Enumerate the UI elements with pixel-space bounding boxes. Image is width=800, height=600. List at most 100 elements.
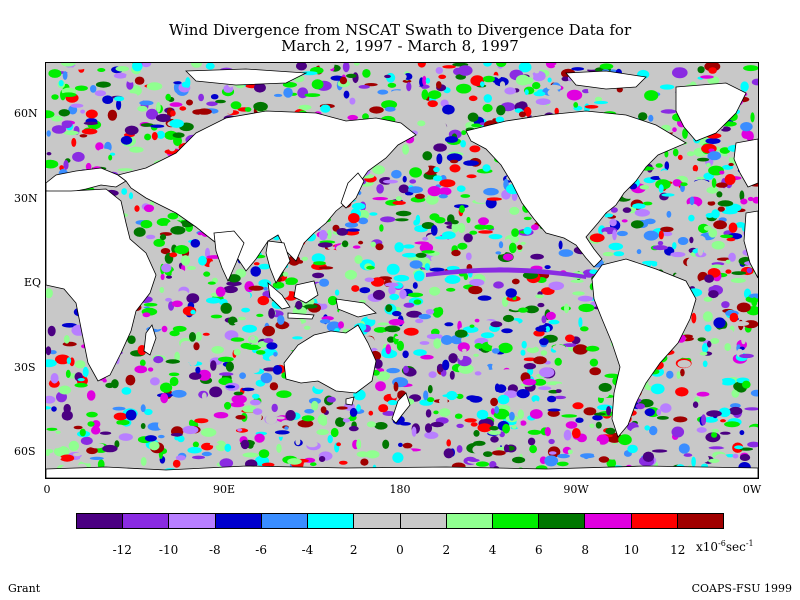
divergence-speck — [318, 229, 328, 241]
divergence-speck — [475, 197, 489, 203]
divergence-speck — [283, 87, 293, 98]
divergence-speck — [593, 412, 606, 416]
divergence-speck — [398, 442, 403, 447]
divergence-speck — [720, 234, 734, 239]
divergence-speck — [358, 209, 369, 220]
divergence-speck — [60, 92, 77, 97]
pacific-convergence-band — [426, 267, 586, 279]
divergence-speck — [439, 179, 456, 188]
divergence-speck — [672, 242, 677, 250]
divergence-speck — [571, 67, 585, 71]
divergence-speck — [375, 381, 386, 392]
divergence-speck — [402, 350, 409, 359]
divergence-speck — [269, 354, 282, 362]
divergence-speck — [705, 138, 721, 144]
divergence-speck — [414, 193, 425, 199]
divergence-speck — [632, 203, 646, 209]
divergence-speck — [342, 418, 350, 423]
divergence-speck — [237, 449, 246, 455]
divergence-speck — [187, 266, 196, 270]
divergence-speck — [526, 341, 537, 348]
colorbar-tick-label: 2 — [442, 543, 451, 557]
colorbar-tick-label: 8 — [581, 543, 589, 557]
divergence-speck — [219, 372, 234, 376]
divergence-speck — [200, 427, 217, 437]
divergence-speck — [201, 392, 207, 400]
divergence-speck — [284, 426, 289, 430]
divergence-speck — [319, 319, 331, 324]
divergence-speck — [474, 318, 480, 323]
divergence-speck — [118, 433, 133, 441]
divergence-speck — [692, 401, 699, 409]
divergence-speck — [473, 430, 480, 437]
divergence-speck — [74, 85, 88, 91]
divergence-speck — [658, 184, 664, 193]
divergence-speck — [494, 383, 500, 393]
divergence-speck — [752, 196, 758, 204]
divergence-speck — [53, 456, 62, 460]
divergence-speck — [88, 63, 96, 70]
divergence-speck — [498, 241, 504, 249]
divergence-speck — [487, 338, 501, 346]
divergence-speck — [179, 106, 187, 111]
divergence-speck — [386, 367, 400, 374]
arctic-siberia — [185, 68, 308, 86]
divergence-speck — [415, 318, 424, 324]
divergence-speck — [676, 371, 681, 379]
colorbar-box — [585, 514, 632, 528]
divergence-speck — [277, 315, 285, 325]
divergence-speck — [672, 179, 682, 187]
divergence-speck — [689, 196, 695, 206]
divergence-speck — [474, 89, 479, 97]
divergence-speck — [241, 307, 251, 313]
divergence-speck — [501, 328, 513, 334]
colorbar-box — [539, 514, 586, 528]
divergence-speck — [393, 381, 399, 392]
divergence-speck — [263, 338, 274, 344]
divergence-speck — [301, 415, 315, 422]
divergence-speck — [312, 272, 325, 279]
divergence-speck — [384, 106, 396, 112]
divergence-speck — [451, 249, 461, 257]
divergence-speck — [478, 217, 489, 226]
divergence-speck — [211, 346, 224, 354]
divergence-speck — [521, 340, 527, 349]
divergence-speck — [282, 82, 297, 88]
divergence-speck — [360, 458, 369, 466]
divergence-speck — [139, 100, 154, 106]
divergence-speck — [688, 214, 695, 222]
divergence-speck — [376, 371, 391, 381]
divergence-speck — [277, 332, 286, 341]
divergence-speck — [527, 437, 536, 446]
divergence-speck — [102, 444, 118, 453]
divergence-speck — [82, 366, 89, 378]
divergence-speck — [239, 372, 247, 380]
divergence-speck — [456, 423, 464, 428]
divergence-speck — [188, 356, 198, 367]
divergence-speck — [125, 374, 136, 386]
divergence-speck — [644, 425, 650, 431]
lon-label-90e: 90E — [212, 483, 236, 496]
divergence-speck — [534, 69, 540, 74]
divergence-speck — [165, 93, 171, 101]
divergence-speck — [509, 242, 517, 254]
divergence-speck — [750, 389, 758, 397]
divergence-speck — [317, 242, 333, 248]
divergence-speck — [233, 348, 241, 356]
divergence-speck — [644, 408, 655, 417]
divergence-speck — [252, 408, 263, 415]
divergence-speck — [295, 438, 301, 446]
divergence-speck — [170, 226, 186, 235]
divergence-speck — [502, 253, 514, 261]
divergence-speck — [73, 64, 86, 70]
divergence-speck — [660, 403, 672, 413]
divergence-speck — [168, 337, 174, 341]
divergence-speck — [254, 63, 268, 68]
divergence-speck — [561, 76, 570, 82]
divergence-speck — [225, 385, 236, 389]
divergence-speck — [385, 304, 393, 312]
map-title-line-2: March 2, 1997 - March 8, 1997 — [281, 37, 519, 55]
divergence-speck — [672, 148, 679, 157]
divergence-speck — [311, 79, 324, 90]
divergence-speck — [169, 119, 184, 128]
